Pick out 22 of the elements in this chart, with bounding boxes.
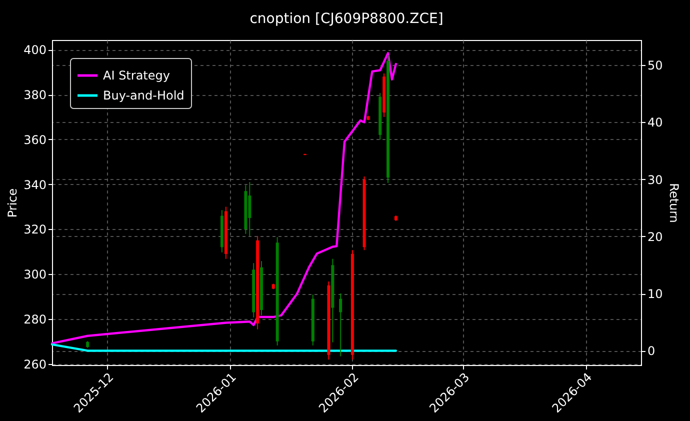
candlestick xyxy=(248,182,252,236)
y-tick-label: 280 xyxy=(24,312,46,326)
line-series xyxy=(50,52,398,344)
y2-axis-title: Return xyxy=(666,183,681,223)
y-tick-label: 320 xyxy=(24,222,46,237)
legend-label: AI Strategy xyxy=(103,68,170,82)
y2-tick-label: 0 xyxy=(648,344,656,358)
chart-title: cnoption [CJ609P8800.ZCE] xyxy=(250,11,444,27)
legend-label: Buy-and-Hold xyxy=(103,88,184,102)
y-tick-label: 300 xyxy=(24,268,46,282)
y2-tick-label: 20 xyxy=(648,230,663,244)
y-tick-label: 400 xyxy=(24,43,46,58)
y-tick-label: 380 xyxy=(24,88,46,102)
y-tick-label: 340 xyxy=(24,178,46,192)
y2-tick-label: 40 xyxy=(648,116,663,130)
candlestick xyxy=(339,292,342,357)
y2-tick-label: 50 xyxy=(648,58,663,73)
y-tick-label: 260 xyxy=(24,357,46,372)
y2-tick-label: 10 xyxy=(648,287,663,302)
y2-tick-label: 30 xyxy=(648,172,663,187)
y-tick-label: 360 xyxy=(24,132,46,147)
y-axis-title: Price xyxy=(6,188,20,218)
